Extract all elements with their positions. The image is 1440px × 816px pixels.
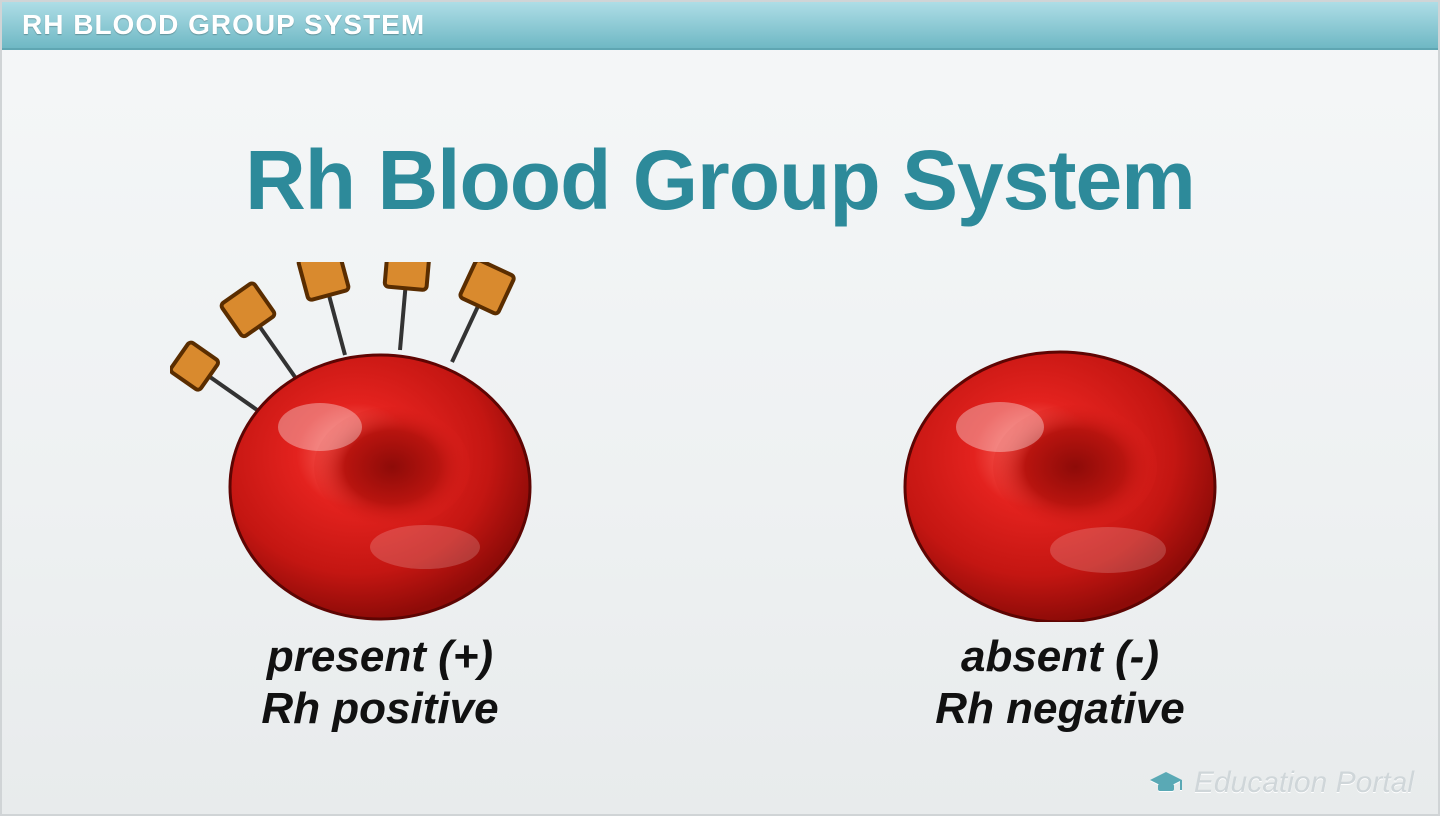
cell-positive-labels: present (+) Rh positive [261,632,498,734]
cell-negative-column: absent (-) Rh negative [850,262,1270,712]
graduation-cap-icon [1148,770,1184,796]
cell-positive-art [170,262,590,622]
main-title: Rh Blood Group System [2,132,1438,229]
positive-label-2: Rh positive [261,684,498,734]
header-title: RH BLOOD GROUP SYSTEM [22,9,425,41]
watermark: Education Portal [1148,766,1414,800]
watermark-text: Education Portal [1194,766,1414,800]
negative-label-1: absent (-) [935,632,1184,682]
negative-label-2: Rh negative [935,684,1184,734]
positive-label-1: present (+) [261,632,498,682]
cell-negative-art [850,262,1270,622]
header-bar: RH BLOOD GROUP SYSTEM [2,2,1438,50]
cell-negative-labels: absent (-) Rh negative [935,632,1184,734]
slide: RH BLOOD GROUP SYSTEM Rh Blood Group Sys… [0,0,1440,816]
cells-row: present (+) Rh positive [2,262,1438,712]
cell-positive-column: present (+) Rh positive [170,262,590,712]
